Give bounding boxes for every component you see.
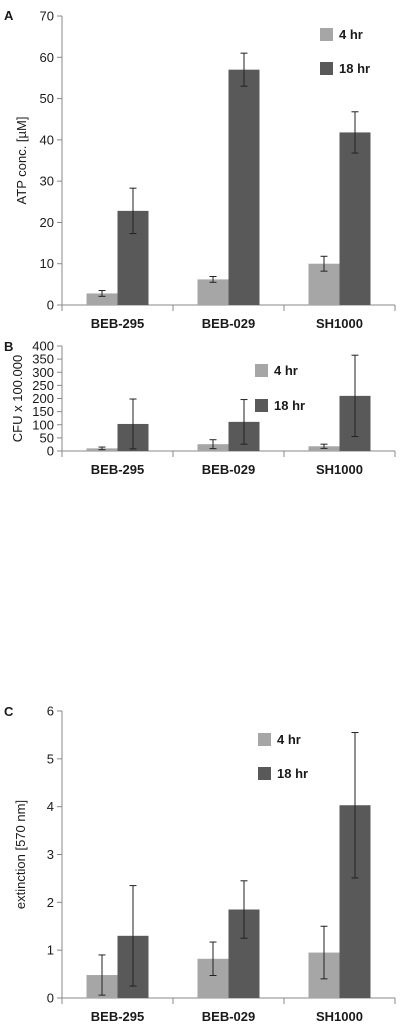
legend-label: 18 hr xyxy=(274,398,305,413)
panel-letter: A xyxy=(4,8,14,23)
y-tick-label: 60 xyxy=(40,50,54,65)
y-tick-label: 1 xyxy=(47,943,54,958)
y-tick-label: 10 xyxy=(40,256,54,271)
legend-label: 18 hr xyxy=(277,766,308,781)
y-tick-label: 6 xyxy=(47,704,54,719)
legend-swatch xyxy=(258,733,271,746)
x-tick-label: BEB-029 xyxy=(202,462,255,477)
bar xyxy=(197,279,229,305)
legend-swatch xyxy=(320,62,333,75)
legend-label: 4 hr xyxy=(274,363,298,378)
x-tick-label: SH1000 xyxy=(316,1009,363,1024)
legend-label: 4 hr xyxy=(339,27,363,42)
legend-swatch xyxy=(258,767,271,780)
bar xyxy=(86,293,118,305)
legend-swatch xyxy=(255,399,268,412)
legend-label: 18 hr xyxy=(339,61,370,76)
y-tick-label: 0 xyxy=(47,444,54,459)
legend-label: 4 hr xyxy=(277,732,301,747)
y-tick-label: 40 xyxy=(40,132,54,147)
y-tick-label: 20 xyxy=(40,215,54,230)
panel-letter: C xyxy=(4,704,14,719)
y-tick-label: 50 xyxy=(40,430,54,445)
x-tick-label: BEB-029 xyxy=(202,316,255,331)
x-tick-label: SH1000 xyxy=(316,462,363,477)
legend: 4 hr 18 hr xyxy=(258,732,308,781)
panel-c: C 0 1 2 3 4 5 6 extinction [570 nm] BEB-295 BEB-02… xyxy=(4,704,396,1024)
legend: 4 hr 18 hr xyxy=(320,27,370,76)
y-tick-label: 50 xyxy=(40,91,54,106)
y-tick-label: 3 xyxy=(47,847,54,862)
y-axis-title: CFU x 100.000 xyxy=(10,355,25,442)
y-tick-label: 0 xyxy=(47,991,54,1006)
y-tick-label: 70 xyxy=(40,9,54,24)
y-tick-label: 300 xyxy=(32,365,54,380)
y-tick-label: 150 xyxy=(32,404,54,419)
panel-letter: B xyxy=(4,339,13,354)
y-tick-label: 0 xyxy=(47,298,54,313)
y-tick-label: 30 xyxy=(40,174,54,189)
legend: 4 hr 18 hr xyxy=(255,363,305,413)
x-tick-label: BEB-295 xyxy=(91,316,144,331)
y-tick-label: 250 xyxy=(32,378,54,393)
x-tick-label: BEB-029 xyxy=(202,1009,255,1024)
bar xyxy=(339,132,371,305)
y-axis-title: ATP conc. [µM] xyxy=(14,117,29,205)
y-tick-label: 4 xyxy=(47,799,54,814)
x-tick-label: SH1000 xyxy=(316,316,363,331)
y-tick-label: 5 xyxy=(47,751,54,766)
y-tick-label: 400 xyxy=(32,339,54,354)
y-tick-label: 100 xyxy=(32,417,54,432)
legend-swatch xyxy=(255,364,268,377)
legend-swatch xyxy=(320,28,333,41)
y-axis-title: extinction [570 nm] xyxy=(13,800,28,909)
panel-a: A 0 10 20 30 40 50 60 70 ATP conc. [µM] BEB-295 BEB… xyxy=(4,8,396,331)
y-tick-label: 2 xyxy=(47,895,54,910)
bar xyxy=(228,69,260,306)
y-tick-label: 200 xyxy=(32,391,54,406)
y-tick-label: 350 xyxy=(32,352,54,367)
x-tick-label: BEB-295 xyxy=(91,1009,144,1024)
x-tick-label: BEB-295 xyxy=(91,462,144,477)
